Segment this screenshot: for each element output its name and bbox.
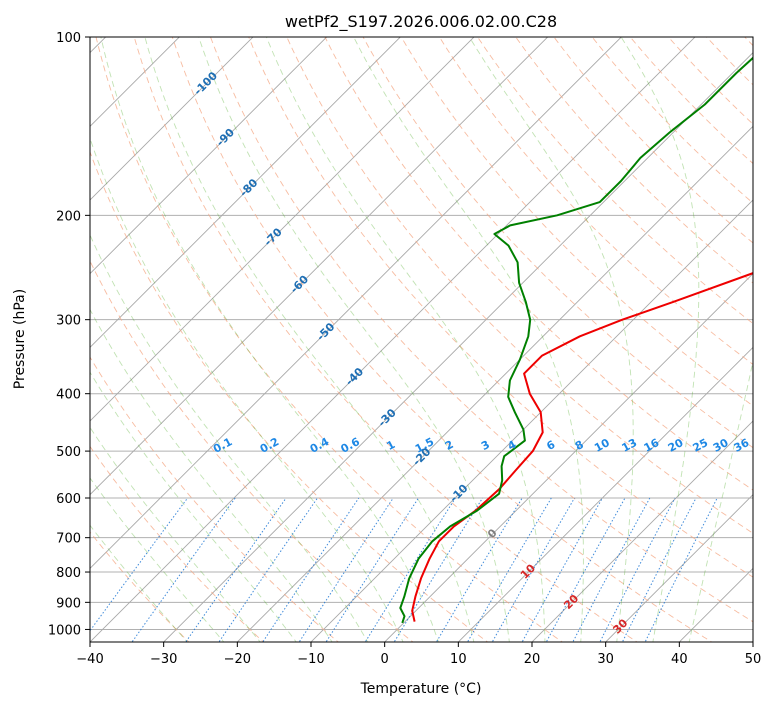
data-series [399, 56, 753, 624]
isotherm [90, 37, 622, 569]
moist-adiabat [100, 37, 439, 642]
dry-adiabat [770, 24, 775, 645]
mixing-ratio-line [325, 497, 419, 642]
dry-adiabat [90, 150, 489, 642]
dry-adiabat [133, 37, 638, 642]
mixing-ratio-line [435, 497, 523, 642]
plot-frame [89, 36, 754, 643]
mixing-ratio-line [393, 497, 483, 642]
dry-adiabat [210, 37, 753, 623]
moist-adiabat [90, 477, 225, 642]
dry-adiabat [90, 445, 265, 642]
isotherm [90, 37, 254, 201]
mixing-ratio-line [599, 497, 676, 642]
plot-background [90, 37, 753, 642]
mixing-ratio-line [131, 497, 236, 642]
y-tick-label: 700 [56, 532, 81, 547]
y-tick-label: 800 [56, 566, 81, 581]
y-tick-label: 500 [56, 445, 81, 460]
isotherm [90, 37, 696, 642]
mixing-ratio-label: 10 [592, 436, 612, 455]
moist-adiabat [90, 136, 404, 642]
axes: −40 −30 −20 −10 0 10 20 30 40 50 100 200 300 400 500 60… [48, 31, 761, 667]
dry-adiabat [515, 37, 753, 284]
y-tick-label: 600 [56, 492, 81, 507]
dry-adiabat [95, 37, 564, 642]
isotherm [384, 273, 753, 642]
dry-adiabat [90, 356, 339, 642]
x-tick-label: 40 [671, 652, 688, 667]
mixing-ratio-label: 25 [691, 436, 711, 455]
isotherm [531, 420, 753, 642]
moist-adiabat [90, 308, 333, 642]
chart-title: wetPf2_S197.2026.006.02.00.C28 [285, 12, 557, 32]
dewpoint-profile [399, 56, 753, 624]
isotherm [90, 37, 401, 348]
y-tick-label: 200 [56, 209, 81, 224]
y-tick-label: 100 [56, 31, 81, 46]
moist-adiabat [90, 426, 261, 642]
mixing-ratio-line [466, 497, 552, 642]
moist-adiabat [90, 371, 297, 642]
background-lines [90, 24, 775, 645]
moist-adiabat [265, 37, 546, 642]
mixing-ratio-label: 36 [732, 436, 752, 455]
moist-adiabat [688, 359, 753, 642]
isotherm [163, 52, 753, 642]
isotherm [752, 641, 753, 642]
mixing-ratio-line [491, 497, 575, 642]
y-axis-title: Pressure (hPa) [12, 289, 28, 389]
mixing-ratio-line [185, 497, 287, 642]
mixing-ratio-label: 16 [642, 436, 662, 455]
dry-adiabat [90, 259, 414, 642]
mixing-ratio-label: 20 [666, 436, 686, 455]
isotherm [457, 346, 753, 642]
mixing-ratio-line [621, 497, 697, 642]
mixing-ratio-line [298, 497, 394, 642]
mixing-ratio-line [545, 497, 626, 642]
moist-adiabat [198, 37, 510, 642]
isotherm [605, 494, 753, 642]
mixing-ratio-line [364, 497, 456, 642]
moist-adiabat [144, 37, 475, 642]
y-tick-label: 300 [56, 314, 81, 329]
mixing-ratio-line [644, 497, 718, 642]
x-tick-label: 0 [381, 652, 389, 667]
x-tick-label: 20 [524, 652, 541, 667]
mixing-ratio-line [90, 497, 189, 632]
moist-adiabat [468, 37, 634, 642]
isotherm [310, 199, 753, 642]
y-tick-label: 900 [56, 596, 81, 611]
isotherm [90, 37, 328, 275]
y-tick-label: 1000 [48, 623, 81, 638]
isotherm [236, 125, 753, 642]
mixing-ratio-label: 30 [711, 436, 731, 455]
moist-adiabat [90, 233, 369, 642]
temperature-profile [411, 272, 753, 622]
isotherm [90, 37, 475, 422]
x-tick-label: 50 [745, 652, 762, 667]
mixing-ratio-line [572, 497, 651, 642]
isotherm [90, 37, 549, 496]
moist-adiabat [620, 37, 700, 642]
y-tick-label: 400 [56, 388, 81, 403]
moist-adiabat [90, 524, 188, 642]
x-tick-label: −20 [224, 652, 251, 667]
isotherm-label: 40 [662, 639, 682, 659]
x-tick-label: −10 [297, 652, 324, 667]
x-tick-label: 30 [597, 652, 614, 667]
x-tick-label: −40 [76, 652, 103, 667]
mixing-ratio-line [521, 497, 603, 642]
x-axis-title: Temperature (°C) [360, 681, 482, 697]
x-tick-label: −30 [150, 652, 177, 667]
mixing-ratio-label: 13 [620, 436, 640, 455]
x-tick-label: 10 [450, 652, 467, 667]
moist-adiabat [353, 37, 584, 642]
